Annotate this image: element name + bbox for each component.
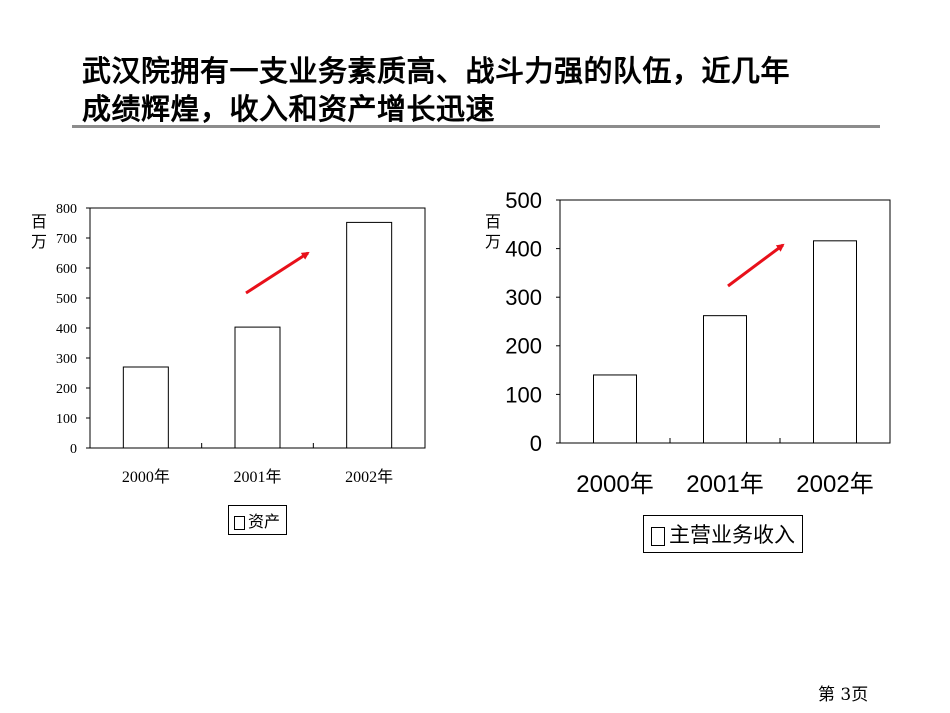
chart-1-y-tick-label: 700	[56, 232, 77, 247]
chart-2-y-tick-label: 400	[505, 237, 542, 262]
chart-1-y-tick-label: 400	[56, 322, 77, 337]
chart-2-bar	[593, 374, 637, 444]
chart-2-ylabel: 百 万	[484, 212, 502, 252]
chart-2-legend-label: 主营业务收入	[669, 523, 795, 547]
slide-title-line-2: 成绩辉煌，收入和资产增长迅速	[82, 92, 496, 126]
chart-2-y-tick-label: 0	[530, 431, 542, 456]
chart-1-y-tick-label: 600	[56, 262, 77, 277]
chart-1-trend-arrow-icon	[245, 251, 310, 295]
chart-2-y-tick-label: 200	[505, 334, 542, 359]
chart-1-ylabel: 百 万	[30, 212, 48, 252]
chart-2-bar	[703, 315, 747, 444]
chart-1-category-label: 2000年	[122, 468, 170, 486]
slide-title: 武汉院拥有一支业务素质高、战斗力强的队伍，近几年 成绩辉煌，收入和资产增长迅速	[82, 52, 882, 128]
legend-swatch	[651, 526, 665, 546]
chart-1-ylabel-char: 百	[30, 212, 47, 231]
chart-2-y-tick-label: 500	[505, 188, 542, 213]
chart-2-ylabel-char: 百	[484, 212, 501, 231]
chart-2-category-label: 2001年	[686, 471, 763, 498]
chart-1-ylabel-char: 万	[30, 232, 47, 251]
chart-1-y-tick-label: 100	[56, 412, 77, 427]
legend-swatch	[234, 515, 245, 530]
slide-title-line-1: 武汉院拥有一支业务素质高、战斗力强的队伍，近几年	[82, 54, 791, 88]
chart-1-legend-label: 资产	[248, 512, 281, 531]
chart-1-y-tick-label: 0	[70, 442, 77, 457]
chart-1-bar	[234, 326, 281, 449]
chart-1-legend: 资产	[228, 505, 288, 535]
chart-1-bar	[122, 366, 169, 449]
chart-2-ylabel-char: 万	[484, 232, 501, 251]
chart-1-bar	[346, 221, 393, 449]
page-number: 第 3页	[818, 685, 869, 705]
chart-2-legend: 主营业务收入	[643, 515, 803, 553]
chart-1-y-tick-label: 300	[56, 352, 77, 367]
chart-1-category-label: 2001年	[233, 468, 281, 486]
chart-2-category-label: 2000年	[576, 471, 653, 498]
chart-2-y-tick-label: 100	[505, 382, 542, 407]
chart-2-category-label: 2002年	[796, 471, 873, 498]
chart-2-bar	[813, 240, 857, 444]
chart-1-y-tick-label: 200	[56, 382, 77, 397]
chart-1-y-tick-label: 500	[56, 292, 77, 307]
chart-2-y-tick-label: 300	[505, 285, 542, 310]
chart-1-y-tick-label: 800	[56, 202, 77, 217]
title-divider	[72, 125, 880, 128]
chart-2-trend-arrow-icon	[727, 243, 785, 288]
chart-1-category-label: 2002年	[345, 468, 393, 486]
